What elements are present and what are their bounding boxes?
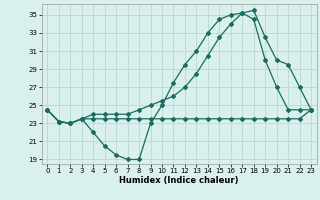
X-axis label: Humidex (Indice chaleur): Humidex (Indice chaleur) — [119, 176, 239, 185]
